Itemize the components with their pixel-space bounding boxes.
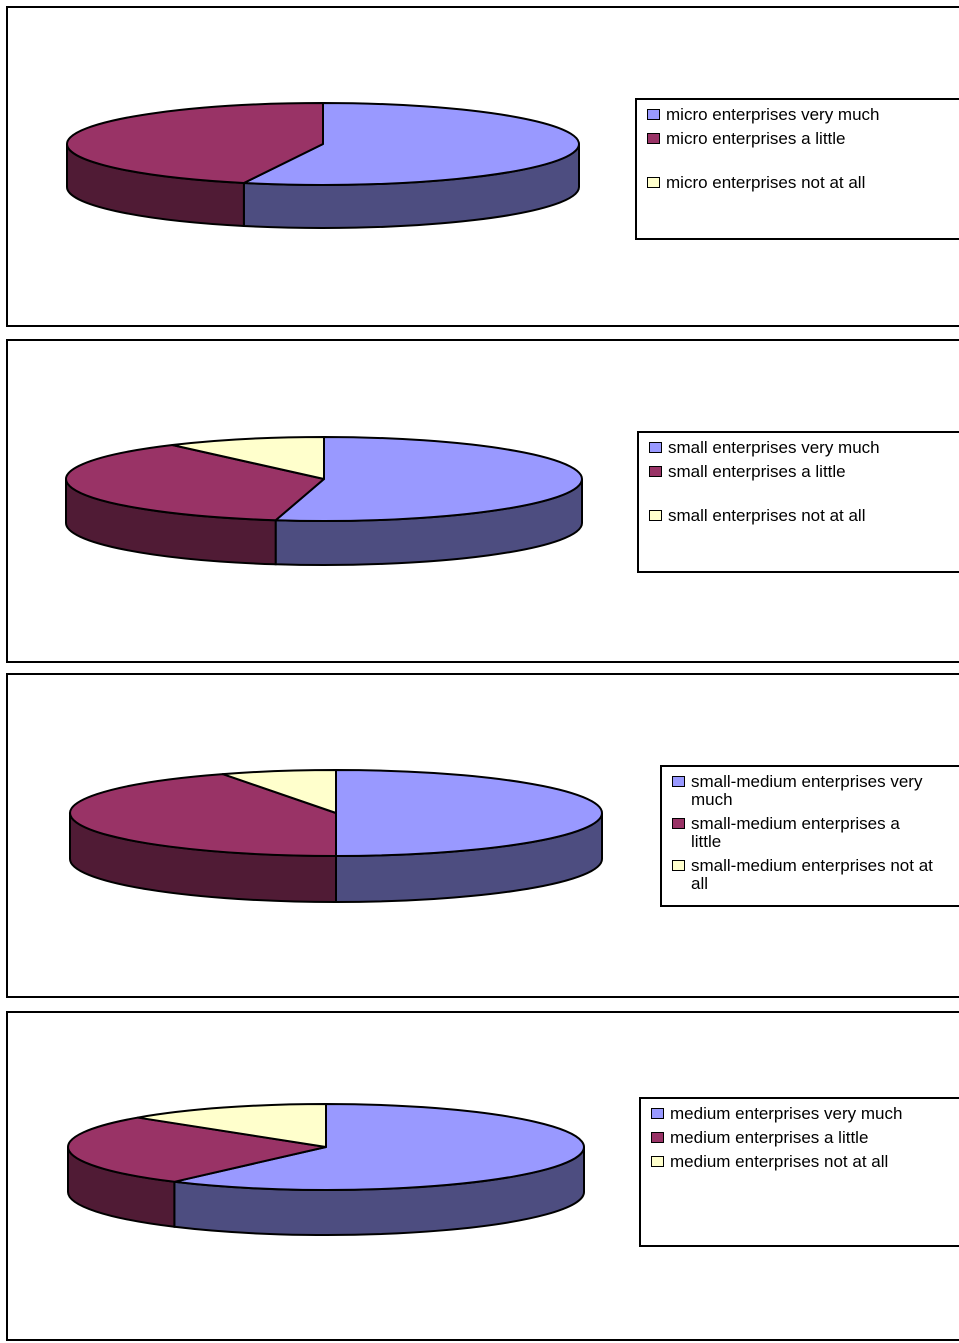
legend-item-a-little: medium enterprises a little (651, 1129, 959, 1147)
legend-label: small-medium enterprises not at all (691, 856, 933, 893)
chart-panel-medium: medium enterprises very much medium ente… (6, 1011, 959, 1341)
legend-label: medium enterprises very much (670, 1104, 903, 1123)
legend-label: medium enterprises not at all (670, 1152, 889, 1171)
legend-label: small enterprises a little (668, 462, 846, 481)
legend-item-a-little: small-medium enterprises a little (672, 815, 959, 851)
pie-slice-a-little (66, 102, 324, 184)
chart-panel-small-medium: small-medium enterprises very much small… (6, 673, 959, 998)
pie-slice-very-much (335, 769, 603, 857)
chart-panel-small: small enterprises very much small enterp… (6, 339, 959, 663)
legend: micro enterprises very much micro enterp… (635, 98, 959, 240)
legend-label: medium enterprises a little (670, 1128, 869, 1147)
pie-slice-not-at-all (136, 1103, 327, 1148)
legend-swatch (649, 466, 662, 477)
legend-item-a-little: micro enterprises a little (647, 130, 959, 148)
legend-item-very-much: small enterprises very much (649, 439, 959, 457)
legend-item-very-much: medium enterprises very much (651, 1105, 959, 1123)
legend-item-not-at-all: small enterprises not at all (649, 507, 959, 525)
pie-slice-very-much (242, 102, 580, 186)
pie-chart (69, 769, 603, 904)
legend-item-very-much: small-medium enterprises very much (672, 773, 959, 809)
legend: small-medium enterprises very much small… (660, 765, 959, 907)
legend-label: small-medium enterprises a little (691, 814, 900, 851)
legend-swatch (647, 133, 660, 144)
legend-label: small enterprises not at all (668, 506, 866, 525)
chart-panel-micro: micro enterprises very much micro enterp… (6, 6, 959, 327)
legend-swatch (672, 860, 685, 871)
pie-slice-very-much (173, 1103, 585, 1191)
pie-slice-very-much (274, 436, 583, 522)
legend-label: micro enterprises not at all (666, 173, 866, 192)
pie-chart (67, 1103, 585, 1236)
pie-chart (66, 102, 580, 229)
legend-swatch (672, 776, 685, 787)
pie-slice-a-little (67, 1116, 327, 1183)
legend-swatch (647, 109, 660, 120)
pie-slice-not-at-all (171, 436, 325, 480)
legend-swatch (649, 442, 662, 453)
legend: small enterprises very much small enterp… (637, 431, 959, 573)
legend-label: small enterprises very much (668, 438, 880, 457)
legend-label: micro enterprises very much (666, 105, 880, 124)
legend-item-a-little: small enterprises a little (649, 463, 959, 481)
pie-slice-a-little (65, 444, 325, 522)
legend-label: small-medium enterprises very much (691, 772, 923, 809)
legend-item-not-at-all: small-medium enterprises not at all (672, 857, 959, 893)
legend-item-very-much: micro enterprises very much (647, 106, 959, 124)
legend-item-not-at-all: medium enterprises not at all (651, 1153, 959, 1171)
legend-swatch (647, 177, 660, 188)
pie-slice-a-little (69, 773, 337, 857)
legend-swatch (649, 510, 662, 521)
pie-slice-not-at-all (221, 769, 337, 814)
legend-label: micro enterprises a little (666, 129, 846, 148)
legend-item-not-at-all: micro enterprises not at all (647, 174, 959, 192)
pie-chart (65, 436, 583, 566)
legend: medium enterprises very much medium ente… (639, 1097, 959, 1247)
legend-swatch (672, 818, 685, 829)
legend-swatch (651, 1156, 664, 1167)
legend-swatch (651, 1132, 664, 1143)
legend-swatch (651, 1108, 664, 1119)
